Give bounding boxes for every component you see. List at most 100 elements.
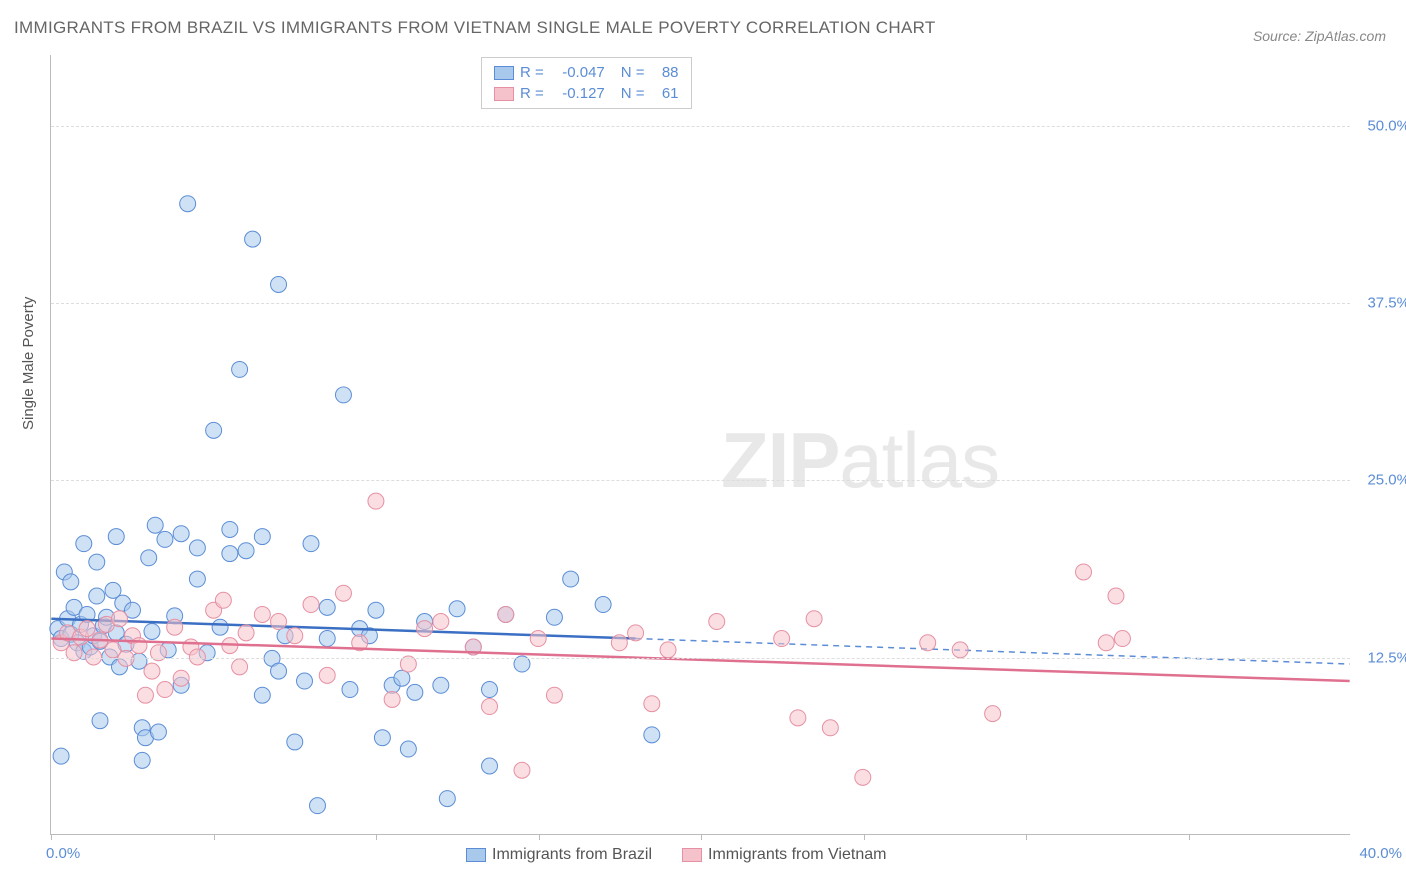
- legend-swatch: [682, 848, 702, 862]
- xtick-mark: [376, 834, 377, 840]
- scatter-point: [89, 554, 105, 570]
- scatter-point: [254, 529, 270, 545]
- scatter-point: [144, 623, 160, 639]
- scatter-point: [1098, 635, 1114, 651]
- scatter-point: [384, 691, 400, 707]
- scatter-point: [319, 599, 335, 615]
- scatter-point: [238, 543, 254, 559]
- plot-area: ZIPatlas R = -0.047 N = 88 R = -0.127 N …: [50, 55, 1350, 835]
- ytick-label: 37.5%: [1367, 295, 1406, 312]
- scatter-point: [482, 758, 498, 774]
- scatter-point: [271, 614, 287, 630]
- scatter-point: [368, 493, 384, 509]
- xtick-mark: [864, 834, 865, 840]
- scatter-point: [310, 798, 326, 814]
- scatter-point: [238, 625, 254, 641]
- scatter-point: [189, 540, 205, 556]
- legend-r-label: R =: [520, 85, 544, 102]
- legend-series-item: Immigrants from Brazil: [466, 846, 652, 864]
- xtick-mark: [1026, 834, 1027, 840]
- trend-line: [51, 639, 1349, 681]
- scatter-point: [628, 625, 644, 641]
- legend-r-value: -0.127: [550, 85, 605, 102]
- xtick-mark: [51, 834, 52, 840]
- scatter-point: [1076, 564, 1092, 580]
- scatter-point: [76, 536, 92, 552]
- scatter-point: [206, 422, 222, 438]
- scatter-point: [63, 574, 79, 590]
- scatter-point: [222, 521, 238, 537]
- scatter-point: [232, 361, 248, 377]
- scatter-point: [108, 529, 124, 545]
- legend-correlation-row: R = -0.127 N = 61: [494, 83, 679, 104]
- scatter-point: [297, 673, 313, 689]
- scatter-point: [319, 631, 335, 647]
- scatter-point: [147, 517, 163, 533]
- scatter-point: [400, 741, 416, 757]
- scatter-point: [134, 752, 150, 768]
- legend-r-value: -0.047: [550, 64, 605, 81]
- scatter-point: [144, 663, 160, 679]
- scatter-point: [433, 677, 449, 693]
- legend-swatch: [494, 66, 514, 80]
- scatter-point: [644, 696, 660, 712]
- legend-series-item: Immigrants from Vietnam: [682, 846, 886, 864]
- scatter-point: [433, 614, 449, 630]
- scatter-point: [709, 614, 725, 630]
- scatter-point: [439, 791, 455, 807]
- scatter-point: [546, 609, 562, 625]
- legend-r-label: R =: [520, 64, 544, 81]
- scatter-point: [157, 682, 173, 698]
- scatter-point: [53, 748, 69, 764]
- legend-correlation-box: R = -0.047 N = 88 R = -0.127 N = 61: [481, 57, 692, 109]
- scatter-point: [514, 762, 530, 778]
- ytick-label: 50.0%: [1367, 117, 1406, 134]
- scatter-point: [407, 684, 423, 700]
- scatter-point: [271, 276, 287, 292]
- grid-line: [51, 303, 1350, 304]
- scatter-point: [342, 682, 358, 698]
- scatter-point: [254, 687, 270, 703]
- legend-n-value: 88: [651, 64, 679, 81]
- legend-swatch: [494, 87, 514, 101]
- scatter-point: [173, 670, 189, 686]
- scatter-point: [952, 642, 968, 658]
- xtick-mark: [1189, 834, 1190, 840]
- y-axis-label: Single Male Poverty: [20, 297, 37, 430]
- scatter-point: [303, 536, 319, 552]
- scatter-point: [254, 606, 270, 622]
- scatter-point: [530, 631, 546, 647]
- scatter-point: [368, 602, 384, 618]
- scatter-point: [394, 670, 410, 686]
- xtick-mark: [539, 834, 540, 840]
- scatter-point: [303, 597, 319, 613]
- scatter-point: [173, 526, 189, 542]
- source-label: Source: ZipAtlas.com: [1253, 28, 1386, 44]
- scatter-svg: [51, 55, 1350, 834]
- legend-n-label: N =: [621, 64, 645, 81]
- scatter-point: [774, 631, 790, 647]
- scatter-point: [335, 585, 351, 601]
- ytick-label: 12.5%: [1367, 649, 1406, 666]
- legend-n-value: 61: [651, 85, 679, 102]
- scatter-point: [137, 687, 153, 703]
- scatter-point: [222, 546, 238, 562]
- xtick-min: 0.0%: [46, 845, 80, 862]
- scatter-point: [92, 713, 108, 729]
- grid-line: [51, 126, 1350, 127]
- scatter-point: [212, 619, 228, 635]
- scatter-point: [660, 642, 676, 658]
- scatter-point: [245, 231, 261, 247]
- legend-swatch: [466, 848, 486, 862]
- scatter-point: [449, 601, 465, 617]
- scatter-point: [271, 663, 287, 679]
- scatter-point: [985, 706, 1001, 722]
- scatter-point: [374, 730, 390, 746]
- scatter-point: [822, 720, 838, 736]
- scatter-point: [141, 550, 157, 566]
- legend-series: Immigrants from Brazil Immigrants from V…: [466, 846, 886, 864]
- legend-n-label: N =: [621, 85, 645, 102]
- scatter-point: [319, 667, 335, 683]
- scatter-point: [215, 592, 231, 608]
- legend-correlation-row: R = -0.047 N = 88: [494, 62, 679, 83]
